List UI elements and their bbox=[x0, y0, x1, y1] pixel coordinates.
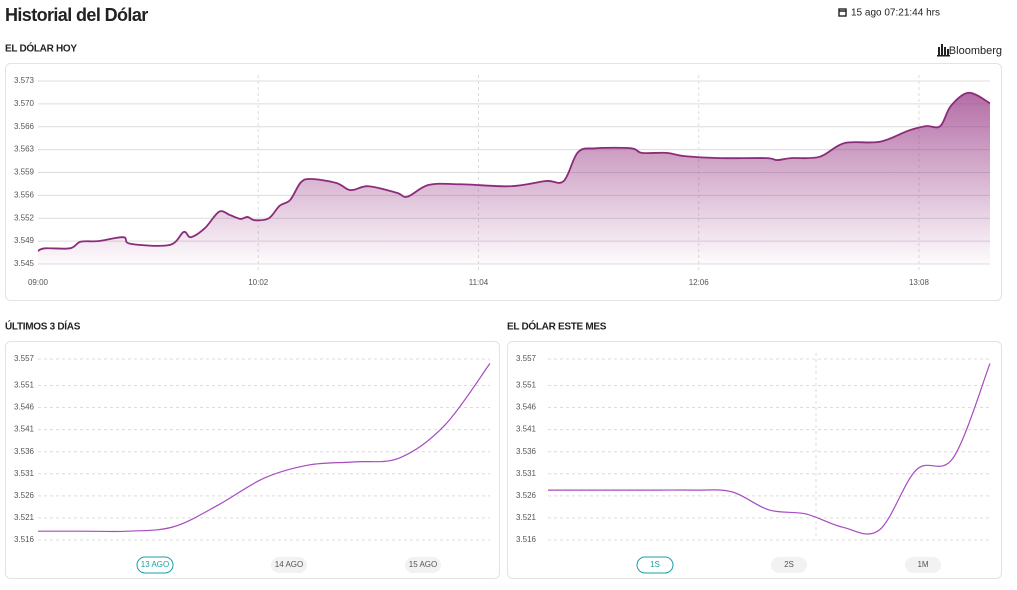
card bbox=[5, 341, 500, 579]
y-tick-label: 3.566 bbox=[14, 122, 35, 131]
button-label[interactable]: 2S bbox=[784, 560, 794, 569]
bloomberg-icon bbox=[937, 44, 950, 57]
button-box[interactable] bbox=[636, 556, 674, 574]
y-tick-label: 3.526 bbox=[14, 491, 35, 500]
y-tick-label: 3.536 bbox=[14, 447, 35, 456]
y-tick-label: 3.557 bbox=[14, 354, 35, 363]
timestamp: 15 ago 07:21:44 hrs bbox=[851, 8, 940, 19]
y-tick-label: 3.521 bbox=[516, 513, 537, 522]
button-box[interactable] bbox=[271, 557, 307, 573]
x-tick-label: 11:04 bbox=[469, 278, 489, 287]
x-tick-label: 10:02 bbox=[248, 278, 269, 287]
range-button[interactable]: 14 AGO bbox=[271, 557, 307, 573]
button-box[interactable] bbox=[905, 557, 941, 573]
button-label[interactable]: 14 AGO bbox=[275, 560, 303, 569]
y-tick-label: 3.536 bbox=[516, 447, 537, 456]
y-tick-label: 3.526 bbox=[516, 491, 537, 500]
y-tick-label: 3.552 bbox=[14, 213, 35, 222]
button-label[interactable]: 15 AGO bbox=[409, 560, 437, 569]
page-title: Historial del Dólar bbox=[5, 5, 148, 25]
x-tick-label: 12:06 bbox=[689, 278, 710, 287]
y-tick-label: 3.570 bbox=[14, 99, 35, 108]
area bbox=[38, 92, 990, 264]
y-tick-label: 3.545 bbox=[14, 259, 35, 268]
button-label[interactable]: 1S bbox=[650, 560, 660, 569]
y-tick-label: 3.541 bbox=[14, 425, 35, 434]
y-tick-label: 3.546 bbox=[14, 403, 35, 412]
y-tick-label: 3.516 bbox=[14, 535, 35, 544]
section-title: EL DÓLAR HOY bbox=[5, 42, 77, 55]
button-box[interactable] bbox=[405, 557, 441, 573]
y-tick-label: 3.531 bbox=[14, 469, 35, 478]
y-tick-label: 3.563 bbox=[14, 145, 35, 154]
button-label[interactable]: 1M bbox=[917, 560, 928, 569]
line bbox=[37, 363, 491, 533]
y-tick-label: 3.551 bbox=[14, 381, 35, 390]
button-label[interactable]: 13 AGO bbox=[141, 560, 169, 569]
range-button[interactable]: 15 AGO bbox=[405, 557, 441, 573]
y-tick-label: 3.521 bbox=[14, 513, 35, 522]
calendar-icon bbox=[838, 8, 847, 17]
y-tick-label: 3.573 bbox=[14, 76, 35, 85]
range-button[interactable]: 2S bbox=[771, 557, 807, 573]
y-tick-label: 3.559 bbox=[14, 168, 35, 177]
section-title: EL DÓLAR ESTE MES bbox=[507, 320, 607, 333]
line bbox=[37, 91, 991, 252]
range-button[interactable]: 13 AGO bbox=[136, 556, 174, 574]
y-tick-label: 3.516 bbox=[516, 535, 537, 544]
section-title: ÚLTIMOS 3 DÍAS bbox=[5, 320, 81, 333]
range-button[interactable]: 1M bbox=[905, 557, 941, 573]
y-tick-label: 3.546 bbox=[516, 403, 537, 412]
button-box[interactable] bbox=[771, 557, 807, 573]
range-button[interactable]: 1S bbox=[636, 556, 674, 574]
source: Bloomberg bbox=[949, 45, 1002, 57]
button-box[interactable] bbox=[136, 556, 174, 574]
line bbox=[548, 363, 991, 535]
y-tick-label: 3.549 bbox=[14, 236, 35, 245]
x-tick-label: 13:08 bbox=[909, 278, 930, 287]
y-tick-label: 3.531 bbox=[516, 469, 537, 478]
y-tick-label: 3.541 bbox=[516, 425, 537, 434]
y-tick-label: 3.551 bbox=[516, 381, 537, 390]
y-tick-label: 3.556 bbox=[14, 190, 35, 199]
y-tick-label: 3.557 bbox=[516, 354, 537, 363]
x-tick-label: 09:00 bbox=[28, 278, 49, 287]
card bbox=[507, 341, 1002, 579]
